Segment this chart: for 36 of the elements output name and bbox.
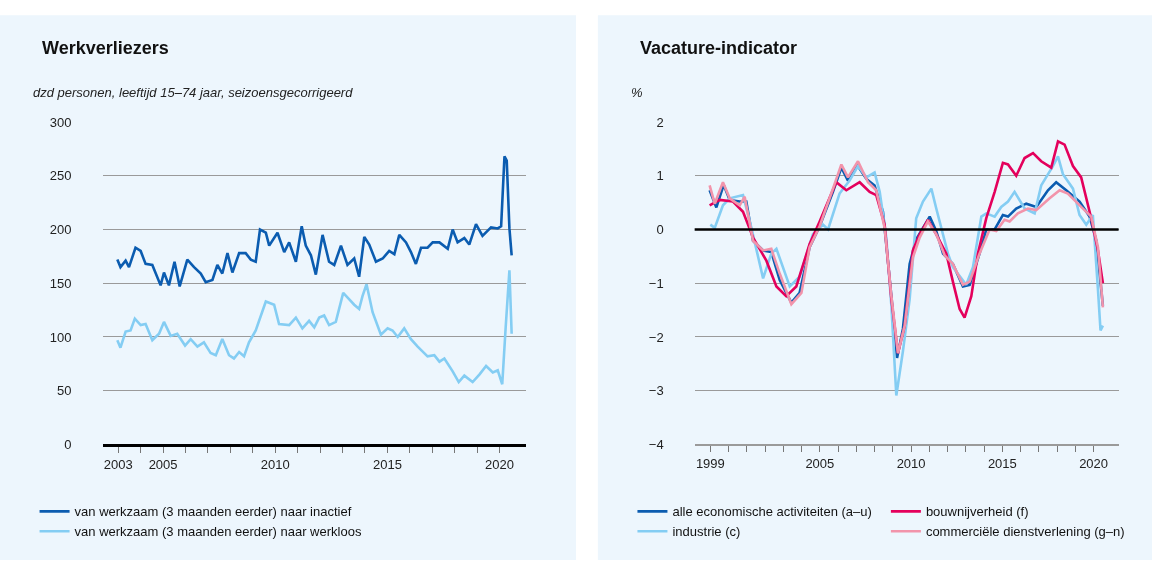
legend-label: commerciële dienstverlening (g–n) bbox=[925, 524, 1125, 540]
y-tick-label: 2 bbox=[656, 114, 664, 130]
legend-label: alle economische activiteiten (a–u) bbox=[672, 504, 872, 520]
legend-label: industrie (c) bbox=[672, 524, 741, 540]
x-tick-label: 2015 bbox=[987, 455, 1017, 471]
y-tick-label: 0 bbox=[656, 222, 664, 238]
y-tick-label: 1 bbox=[656, 168, 664, 184]
y-tick-label: −2 bbox=[648, 329, 664, 345]
y-tick-label: 0 bbox=[64, 436, 72, 452]
x-tick-label: 2005 bbox=[148, 456, 178, 472]
chart-title: Werkverliezers bbox=[42, 38, 169, 58]
y-tick-label: 100 bbox=[49, 329, 72, 345]
legend-label: van werkzaam (3 maanden eerder) naar werkloos bbox=[74, 524, 362, 540]
x-tick-label: 2005 bbox=[805, 455, 835, 471]
x-tick-label: 2010 bbox=[896, 455, 926, 471]
legend-label: van werkzaam (3 maanden eerder) naar inactief bbox=[74, 504, 352, 520]
y-axis-title: dzd personen, leeftijd 15–74 jaar, seizoensgecorrigeerd bbox=[33, 85, 354, 100]
y-tick-label: 250 bbox=[49, 168, 72, 184]
x-tick-label: 2010 bbox=[260, 456, 290, 472]
y-tick-label: −1 bbox=[648, 275, 664, 291]
y-tick-label: 300 bbox=[49, 114, 72, 130]
chart-title: Vacature-indicator bbox=[640, 38, 798, 58]
y-tick-label: −3 bbox=[648, 383, 664, 399]
y-tick-label: 200 bbox=[49, 222, 72, 238]
x-tick-label: 2015 bbox=[372, 456, 402, 472]
y-axis-title: % bbox=[631, 85, 643, 100]
line-series bbox=[116, 269, 513, 386]
legend-label: bouwnijverheid (f) bbox=[925, 504, 1029, 520]
y-tick-label: −4 bbox=[648, 436, 664, 452]
x-tick-label: 1999 bbox=[695, 455, 725, 471]
y-tick-label: 50 bbox=[57, 383, 72, 399]
line-series bbox=[116, 155, 513, 288]
x-tick-label: 2020 bbox=[485, 456, 515, 472]
y-tick-label: 150 bbox=[49, 275, 72, 291]
x-tick-label: 2020 bbox=[1079, 455, 1109, 471]
x-tick-label: 2003 bbox=[103, 456, 133, 472]
